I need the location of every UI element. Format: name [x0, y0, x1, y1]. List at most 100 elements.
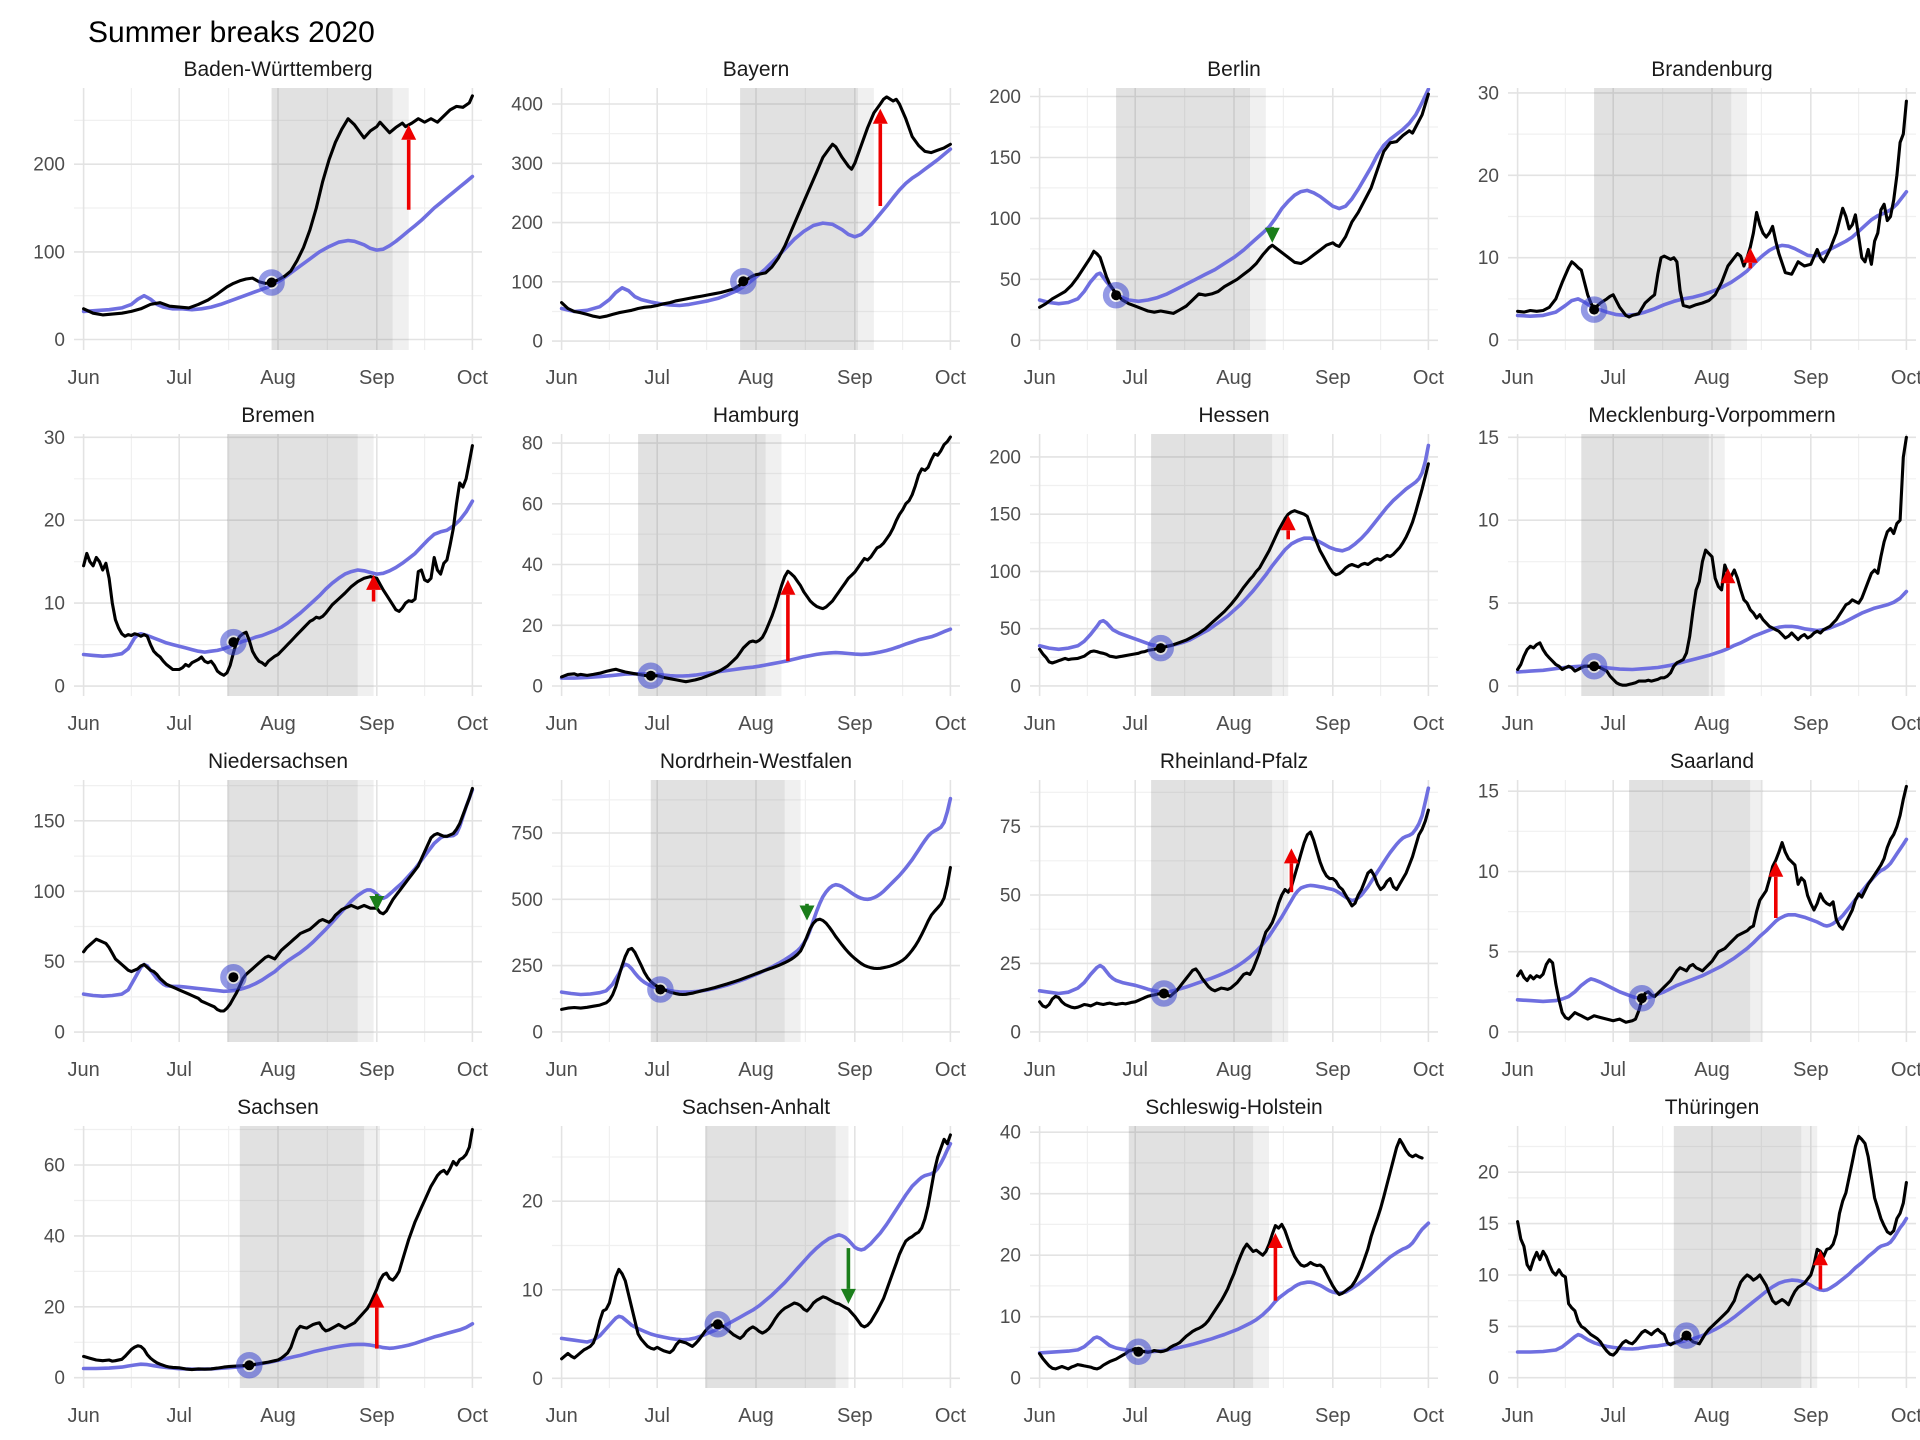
- panel-title: Bremen: [241, 404, 315, 427]
- x-axis-label: Jun: [1023, 1405, 1055, 1427]
- x-axis-label: Oct: [935, 367, 967, 389]
- panel-svg: 0 10 20 30 40 Jun Jul Aug Sep Oct Schleswig-Holste…: [1000, 1096, 1445, 1427]
- chart-panel: 0 10 20 30 40 Jun Jul Aug Sep Oct Schleswig-Holste…: [972, 1092, 1450, 1438]
- y-axis-label: 0: [1488, 1368, 1499, 1389]
- y-axis-label: 20: [1478, 1163, 1499, 1184]
- break-start-marker-ring: [1673, 1322, 1700, 1349]
- y-axis-label: 0: [54, 330, 65, 351]
- line-blue: [559, 1141, 953, 1344]
- line-black: [1038, 808, 1430, 1010]
- x-axis-label: Sep: [837, 713, 873, 735]
- break-shade-light: [784, 780, 801, 1042]
- break-start-marker-ring: [1628, 984, 1656, 1012]
- break-start-marker-dot: [738, 276, 749, 287]
- panel-title: Baden-Württemberg: [183, 58, 372, 81]
- break-start-marker-ring: [220, 963, 247, 991]
- chart-panel: 0 5 10 15 20 Jun Jul Aug Sep Oct Thüringen: [1450, 1092, 1920, 1438]
- x-axis-label: Aug: [260, 1059, 296, 1081]
- x-axis-label: Oct: [1413, 1405, 1445, 1427]
- x-axis-label: Sep: [1793, 1059, 1829, 1081]
- x-axis-label: Jul: [166, 1059, 192, 1081]
- y-axis-label: 0: [532, 677, 543, 698]
- y-axis-label: 150: [989, 148, 1021, 169]
- y-axis-label: 200: [33, 155, 65, 176]
- line-blue: [1037, 88, 1431, 306]
- chart-panel: 0 10 20 30 Jun Jul Aug Sep Oct Brandenburg: [1450, 54, 1920, 400]
- panel-svg: 0 20 40 60 80 Jun Jul Aug Sep Oct Hamburg: [522, 404, 967, 735]
- break-shade: [638, 434, 766, 696]
- chart-panel: 0 250 500 750 Jun Jul Aug Sep Oct Nordrhein-Westf…: [494, 746, 972, 1092]
- break-start-marker-ring: [220, 628, 247, 656]
- line-black: [82, 444, 474, 677]
- y-axis-label: 100: [989, 209, 1021, 230]
- x-axis-label: Jun: [545, 1405, 577, 1427]
- panel-title: Mecklenburg-Vorpommern: [1588, 404, 1835, 427]
- y-axis-label: 0: [1010, 1022, 1021, 1043]
- x-axis-label: Sep: [1315, 713, 1351, 735]
- break-start-marker-ring: [1147, 634, 1174, 662]
- change-arrow-head: [1264, 227, 1280, 243]
- x-axis-label: Jun: [1023, 1059, 1055, 1081]
- panel-title: Hamburg: [713, 404, 799, 427]
- charts-grid: 0 100 200 Jun Jul Aug Sep Oct Baden-Württemberg 0…: [0, 54, 1920, 1438]
- y-axis-label: 100: [511, 272, 543, 293]
- chart-panel: 0 100 200 300 400 Jun Jul Aug Sep Oct Bayern: [494, 54, 972, 400]
- x-axis-label: Jun: [1501, 1405, 1533, 1427]
- line-blue: [559, 627, 953, 680]
- panel-title: Hessen: [1198, 404, 1269, 427]
- break-shade: [271, 88, 393, 350]
- line-blue: [1037, 786, 1431, 996]
- change-arrow-head: [1720, 568, 1736, 584]
- chart-panel: 0 50 100 150 200 Jun Jul Aug Sep Oct Hessen: [972, 400, 1450, 746]
- y-axis-label: 10: [1478, 1266, 1499, 1287]
- break-start-marker-ring: [704, 1311, 732, 1338]
- y-axis-label: 0: [1488, 331, 1499, 352]
- x-axis-label: Jun: [1501, 367, 1533, 389]
- y-axis-label: 20: [44, 1297, 65, 1318]
- y-axis-label: 20: [522, 616, 543, 637]
- x-axis-label: Sep: [1793, 367, 1829, 389]
- y-axis-label: 0: [1010, 331, 1021, 352]
- panel-svg: 0 50 100 150 200 Jun Jul Aug Sep Oct Hessen: [989, 404, 1444, 735]
- break-start-marker-dot: [645, 670, 656, 681]
- line-blue: [1037, 443, 1431, 652]
- change-arrow-head: [780, 579, 796, 595]
- change-arrow-head: [1283, 848, 1299, 864]
- break-shade: [1116, 88, 1250, 350]
- page-title: Summer breaks 2020: [88, 16, 375, 49]
- x-axis-label: Sep: [359, 1059, 395, 1081]
- x-axis-label: Jun: [1501, 713, 1533, 735]
- x-axis-label: Aug: [738, 367, 774, 389]
- chart-panel: 0 100 200 Jun Jul Aug Sep Oct Baden-Württemberg: [16, 54, 494, 400]
- x-axis-label: Sep: [1315, 367, 1351, 389]
- y-axis-label: 60: [522, 494, 543, 515]
- panel-svg: 0 10 20 30 Jun Jul Aug Sep Oct Brandenburg: [1478, 58, 1920, 389]
- x-axis-label: Oct: [457, 1405, 489, 1427]
- line-blue: [1515, 589, 1909, 674]
- x-axis-label: Sep: [1793, 1405, 1829, 1427]
- change-arrow-head: [369, 896, 385, 911]
- line-blue: [81, 499, 475, 659]
- y-axis-label: 50: [1000, 619, 1021, 640]
- x-axis-label: Jul: [1122, 1059, 1148, 1081]
- chart-panel: 0 10 20 30 Jun Jul Aug Sep Oct Bremen: [16, 400, 494, 746]
- x-axis-label: Jul: [166, 367, 192, 389]
- y-axis-label: 80: [522, 434, 543, 455]
- change-arrow-head: [369, 1292, 385, 1308]
- x-axis-label: Jul: [1122, 367, 1148, 389]
- y-axis-label: 15: [1478, 1214, 1499, 1235]
- break-shade-light: [835, 1126, 849, 1388]
- x-axis-label: Jun: [545, 367, 577, 389]
- x-axis-label: Aug: [1216, 1405, 1252, 1427]
- y-axis-label: 150: [989, 505, 1021, 526]
- break-start-marker-ring: [258, 269, 285, 296]
- x-axis-label: Oct: [457, 713, 489, 735]
- x-axis-label: Aug: [1216, 713, 1252, 735]
- break-shade-light: [1731, 88, 1747, 350]
- x-axis-label: Jun: [67, 1059, 99, 1081]
- x-axis-label: Oct: [1413, 1059, 1445, 1081]
- y-axis-label: 20: [44, 511, 65, 532]
- y-axis-label: 100: [989, 562, 1021, 583]
- y-axis-label: 0: [1010, 676, 1021, 697]
- y-axis-label: 10: [1478, 862, 1499, 883]
